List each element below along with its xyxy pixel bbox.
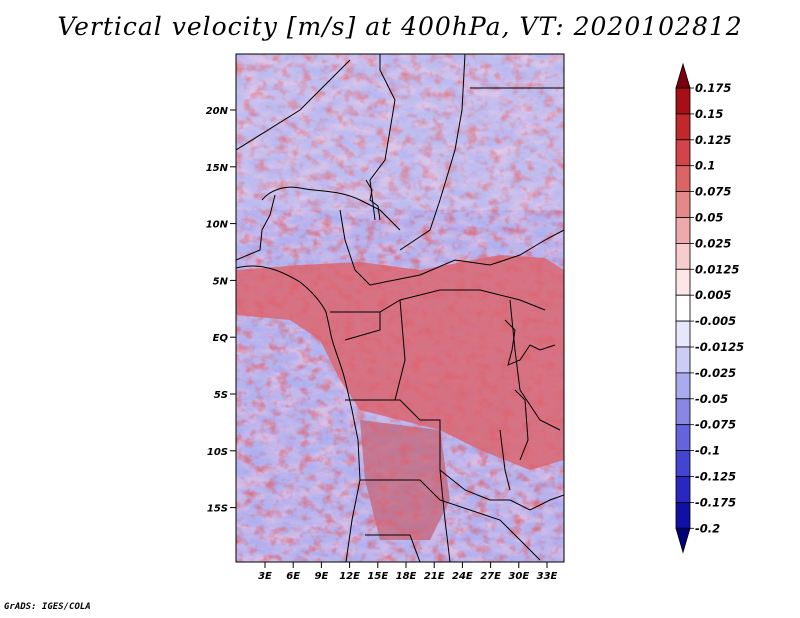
lon-label: 12E <box>339 571 360 582</box>
colorbar-segment <box>675 268 691 296</box>
longitude-axis: 3E 6E 9E 12E 15E 18E 21E 24E 27E 30E 33E <box>258 562 558 582</box>
colorbar-segment <box>675 346 691 374</box>
lat-label: 5S <box>214 390 228 401</box>
chart-title: Vertical velocity [m/s] at 400hPa, VT: 2… <box>57 12 743 41</box>
colorbar-segment <box>675 217 691 244</box>
velocity-field <box>236 54 564 562</box>
colorbar-label: -0.005 <box>695 314 736 328</box>
colorbar-label: -0.175 <box>695 495 736 509</box>
colorbar-segment <box>675 113 691 141</box>
lon-label: 33E <box>537 571 558 582</box>
colorbar-segment <box>675 87 691 115</box>
colorbar-label: -0.075 <box>695 418 736 432</box>
colorbar-label: 0.1 <box>695 159 715 173</box>
colorbar: 0.175 0.15 0.125 0.1 0.075 0.05 0.025 0.0125 0.0… <box>675 62 744 554</box>
colorbar-label: 0.15 <box>695 107 723 121</box>
lon-label: 18E <box>396 571 417 582</box>
lat-label: 20N <box>206 106 229 117</box>
colorbar-segment <box>675 191 691 218</box>
colorbar-segment <box>675 424 691 452</box>
colorbar-segment <box>675 398 691 426</box>
lat-label: 15N <box>206 163 229 174</box>
colorbar-label: -0.1 <box>695 444 720 458</box>
colorbar-segment <box>675 165 691 192</box>
country-borders <box>236 54 564 562</box>
colorbar-segment <box>675 501 691 529</box>
colorbar-label: 0.075 <box>695 185 731 199</box>
colorbar-label: 0.025 <box>695 236 731 250</box>
colorbar-label: 0.125 <box>695 133 731 147</box>
lon-label: 30E <box>508 571 529 582</box>
colorbar-label: -0.2 <box>695 521 720 535</box>
colorbar-bottom-arrow <box>675 527 691 554</box>
lon-label: 15E <box>367 571 388 582</box>
colorbar-top-arrow <box>675 62 691 89</box>
colorbar-label: -0.125 <box>695 470 736 484</box>
map-frame <box>235 53 565 563</box>
colorbar-label: -0.025 <box>695 366 736 380</box>
lat-label: 10N <box>206 220 229 231</box>
latitude-axis: 20N 15N 10N 5N EQ 5S 10S 15S <box>206 106 236 515</box>
colorbar-segment <box>675 320 691 348</box>
lat-label: 15S <box>207 504 228 515</box>
lon-label: 6E <box>286 571 300 582</box>
colorbar-segment <box>675 294 691 322</box>
lon-label: 21E <box>424 571 445 582</box>
lat-label: EQ <box>213 333 229 344</box>
colorbar-segment <box>675 372 691 400</box>
colorbar-segment <box>675 139 691 167</box>
lon-label: 9E <box>315 571 329 582</box>
colorbar-label: 0.175 <box>695 81 731 95</box>
lon-label: 24E <box>452 571 473 582</box>
lon-label: 3E <box>258 571 272 582</box>
lat-label: 10S <box>207 447 228 458</box>
colorbar-segment <box>675 450 691 477</box>
colorbar-label: 0.0125 <box>695 262 739 276</box>
colorbar-segment <box>675 476 691 503</box>
lat-label: 5N <box>213 276 229 287</box>
lon-label: 27E <box>480 571 501 582</box>
colorbar-label: 0.05 <box>695 211 723 225</box>
colorbar-label: 0.005 <box>695 288 731 302</box>
colorbar-label: -0.05 <box>695 392 728 406</box>
grads-credit: GrADS: IGES/COLA <box>4 602 91 612</box>
colorbar-label: -0.0125 <box>695 340 744 354</box>
colorbar-segment <box>675 242 691 270</box>
